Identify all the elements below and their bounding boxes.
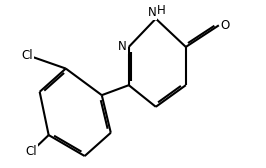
Text: O: O [221, 19, 230, 32]
Text: H: H [157, 4, 166, 17]
Text: Cl: Cl [26, 145, 37, 158]
Text: Cl: Cl [22, 49, 34, 62]
Text: N: N [148, 6, 156, 19]
Text: N: N [118, 40, 127, 53]
